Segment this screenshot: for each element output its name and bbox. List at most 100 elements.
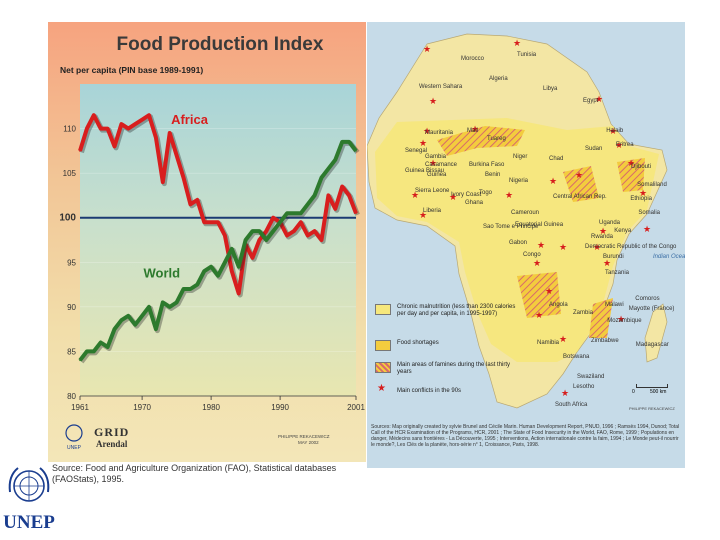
data-point-world (168, 306, 171, 308)
data-point-africa (93, 114, 95, 116)
map-label-egypt: Egypt (583, 98, 599, 104)
chart-author: PHILIPPE REKACEWICZ (278, 434, 330, 439)
conflict-star-icon: ★ (643, 224, 651, 234)
map-label-burkina-faso: Burkina Faso (469, 162, 505, 168)
data-point-africa (217, 221, 219, 223)
conflict-star-icon: ★ (429, 158, 437, 168)
conflict-star-icon: ★ (533, 258, 541, 268)
map-label-comoros: Comoros (635, 296, 660, 302)
conflict-star-icon: ★ (559, 334, 567, 344)
map-label-uganda: Uganda (599, 220, 621, 226)
data-point-world (341, 141, 344, 143)
data-point-africa (210, 221, 212, 223)
conflict-star-icon: ★ (603, 258, 611, 268)
data-point-world (231, 248, 233, 250)
data-point-world (355, 150, 357, 152)
map-label-namibia: Namibia (537, 340, 560, 346)
conflict-star-icon: ★ (411, 190, 419, 200)
data-point-africa (286, 234, 288, 237)
map-label-rwanda: Rwanda (591, 234, 614, 240)
data-point-world (106, 346, 109, 348)
conflict-star-icon: ★ (639, 188, 647, 198)
map-label-democratic-republic-of-the-congo: Democratic Republic of the Congo (585, 244, 677, 250)
map-label-mali: Mali (467, 128, 479, 134)
data-point-world (300, 212, 302, 215)
x-tick-label: 1970 (133, 403, 151, 412)
data-point-africa (86, 127, 88, 130)
data-point-africa (341, 185, 344, 188)
data-point-africa (113, 145, 116, 148)
conflict-star-icon: ★ (537, 240, 545, 250)
map-label-angola: Angola (549, 302, 568, 308)
data-point-africa (168, 132, 171, 134)
data-point-world (99, 341, 102, 344)
data-point-world (306, 203, 309, 206)
data-point-africa (306, 234, 309, 237)
map-label-chad: Chad (549, 156, 564, 162)
conflict-star-icon: ★ (615, 140, 623, 150)
conflict-star-icon: ★ (593, 242, 601, 252)
data-point-world (196, 283, 199, 286)
data-point-world (113, 328, 116, 330)
legend-swatch-hatched (375, 362, 391, 373)
map-label-sao-tome-e-principe: Sao Tome e Principe (483, 224, 539, 230)
data-point-africa (320, 239, 323, 241)
map-label-mayotte-france-: Mayotte (France) (628, 306, 675, 312)
data-point-africa (272, 216, 274, 219)
map-label-burundi: Burundi (603, 254, 624, 260)
chart-subtitle: Net per capita (PIN base 1989-1991) (60, 65, 203, 75)
data-point-africa (203, 221, 205, 223)
data-point-world (182, 288, 185, 290)
conflict-star-icon: ★ (627, 158, 635, 168)
data-point-africa (251, 257, 254, 259)
famine-area-horn (617, 158, 645, 192)
conflict-star-icon: ★ (599, 226, 607, 236)
conflict-star-icon: ★ (545, 286, 553, 296)
map-label-sudan: Sudan (585, 146, 603, 152)
conflict-star-icon: ★ (449, 192, 457, 202)
map-label-niger: Niger (513, 154, 528, 160)
data-point-world (189, 288, 192, 290)
data-point-africa (265, 230, 268, 232)
x-tick-label: 1980 (202, 403, 220, 412)
x-tick-label: 2001 (347, 403, 365, 412)
svg-text:UNEP: UNEP (67, 445, 82, 451)
data-point-world (162, 301, 164, 304)
map-label-cameroun: Cameroun (511, 210, 540, 216)
famine-area-sahel (437, 126, 525, 156)
map-label-tunisia: Tunisia (517, 52, 537, 58)
map-label-guinea-bissau: Guinea Bissau (405, 168, 445, 174)
map-label-tanzania: Tanzania (605, 270, 630, 276)
map-label-tuareg: Tuareg (487, 136, 506, 142)
plot-area (80, 84, 356, 396)
map-label-morocco: Morocco (461, 56, 485, 62)
y-tick-label: 95 (67, 258, 76, 267)
conflict-star-icon: ★ (559, 242, 567, 252)
map-label-kenya: Kenya (614, 228, 632, 234)
map-label-somalia: Somalia (638, 210, 661, 216)
map-label-zambia: Zambia (573, 310, 594, 316)
data-point-world (244, 239, 247, 241)
data-point-africa (327, 194, 330, 197)
grid-arendal-logo: GRID Arendal (94, 425, 128, 449)
data-point-world (279, 221, 281, 223)
source-caption: Source: Food and Agriculture Organizatio… (52, 463, 337, 484)
map-label-djibouti: Djibouti (630, 164, 652, 170)
data-point-africa (106, 127, 109, 130)
conflict-star-icon: ★ (423, 44, 431, 54)
map-label-togo: Togo (479, 190, 493, 196)
data-point-africa (175, 154, 178, 157)
x-tick-label: 1990 (271, 403, 289, 412)
data-point-africa (237, 292, 240, 295)
data-point-africa (120, 123, 123, 125)
data-point-africa (141, 118, 143, 121)
map-credit: PHILIPPE REKACEWICZ (629, 406, 675, 411)
data-point-world (127, 314, 130, 317)
scale-bar: 0 500 km (632, 384, 676, 398)
famine-area-sudan (563, 166, 599, 202)
map-label-guinea: Guinea (427, 172, 447, 178)
legend-swatch-yellow (375, 304, 391, 315)
legend-swatch-orange (375, 340, 391, 351)
data-point-africa (224, 234, 226, 237)
x-tick-label: 1961 (71, 403, 89, 412)
